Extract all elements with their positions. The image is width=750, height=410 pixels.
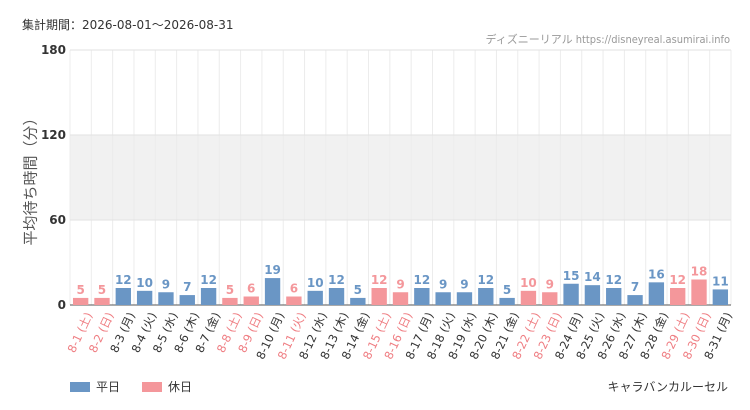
bar — [94, 297, 110, 305]
attraction-name: キャラバンカルーセル — [607, 380, 728, 394]
bar — [72, 297, 89, 305]
bar — [478, 288, 494, 305]
bar — [222, 297, 238, 305]
data-label: 12 — [200, 273, 217, 287]
legend-weekday: 平日 — [70, 378, 120, 395]
data-label: 6 — [247, 282, 255, 296]
legend: 平日 休日 — [70, 378, 192, 395]
bar — [499, 297, 515, 305]
data-label: 10 — [307, 276, 324, 290]
bar — [670, 288, 686, 305]
data-label: 16 — [648, 267, 665, 281]
bar — [542, 292, 558, 305]
bar — [712, 289, 729, 305]
y-tick-label: 120 — [41, 128, 66, 142]
bar — [584, 285, 601, 305]
data-label: 9 — [396, 277, 404, 291]
period-label: 集計期間：2026-08-01～2026-08-31 — [22, 18, 234, 32]
data-label: 12 — [115, 273, 132, 287]
data-label: 12 — [669, 273, 686, 287]
bar — [243, 296, 259, 305]
bar — [115, 288, 131, 305]
data-label: 9 — [162, 277, 170, 291]
data-label: 11 — [712, 274, 729, 288]
bar — [136, 290, 153, 305]
data-label: 15 — [563, 269, 580, 283]
bar — [158, 292, 174, 305]
bar — [606, 288, 622, 305]
data-label: 5 — [76, 283, 84, 297]
bar — [350, 297, 366, 305]
y-tick-label: 60 — [49, 213, 66, 227]
data-label: 9 — [460, 277, 468, 291]
y-tick-label: 0 — [58, 298, 66, 312]
data-label: 7 — [631, 280, 639, 294]
bar — [371, 288, 387, 305]
data-label: 19 — [264, 263, 281, 277]
data-label: 9 — [546, 277, 554, 291]
plot-band — [70, 135, 731, 220]
data-label: 5 — [503, 283, 511, 297]
data-label: 9 — [439, 277, 447, 291]
bar — [691, 279, 707, 305]
bar — [392, 292, 409, 305]
data-label: 7 — [183, 280, 191, 294]
bar — [648, 282, 665, 305]
bar — [307, 290, 323, 305]
data-label: 6 — [290, 282, 298, 296]
bar — [435, 292, 451, 305]
data-label: 5 — [98, 283, 106, 297]
bar — [264, 278, 281, 305]
bar — [200, 288, 217, 305]
data-label: 10 — [520, 276, 537, 290]
legend-holiday-label: 休日 — [168, 380, 193, 394]
data-label: 12 — [477, 273, 494, 287]
data-label: 12 — [605, 273, 622, 287]
legend-holiday-swatch — [142, 381, 163, 392]
bar — [414, 288, 430, 305]
data-label: 14 — [584, 270, 601, 284]
bar — [286, 296, 302, 305]
bar — [520, 290, 537, 305]
y-tick-label: 180 — [41, 43, 66, 57]
legend-holiday: 休日 — [142, 378, 192, 395]
legend-weekday-swatch — [70, 381, 90, 392]
bar — [456, 292, 473, 305]
bar — [179, 295, 195, 305]
bar — [627, 295, 643, 305]
data-label: 10 — [136, 276, 153, 290]
legend-weekday-label: 平日 — [96, 380, 121, 394]
bar — [563, 283, 579, 305]
data-label: 12 — [328, 273, 345, 287]
data-label: 5 — [226, 283, 234, 297]
site-credit: ディズニーリアル https://disneyreal.asumirai.inf… — [485, 33, 730, 46]
data-label: 12 — [413, 273, 430, 287]
data-label: 12 — [371, 273, 388, 287]
bar — [328, 288, 345, 305]
data-label: 5 — [354, 283, 362, 297]
data-label: 18 — [691, 265, 708, 279]
